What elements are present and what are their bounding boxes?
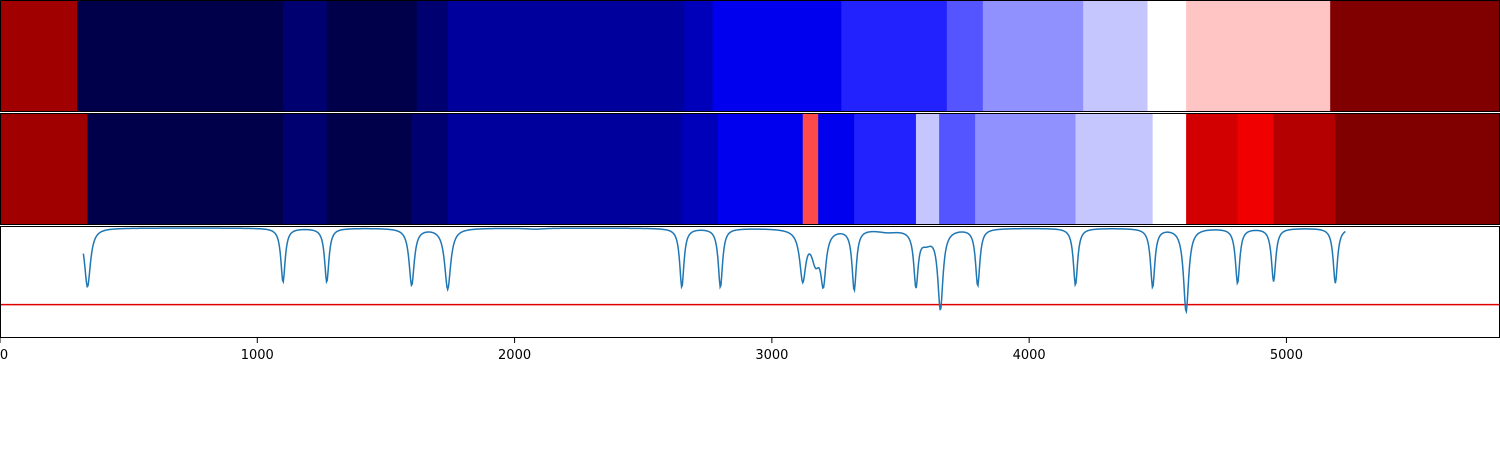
x-tick-4000: 4000 <box>1013 338 1046 363</box>
x-tick-label: 5000 <box>1270 348 1303 363</box>
heatmap-segment-11 <box>915 113 940 225</box>
heatmap-segment-2 <box>283 113 328 225</box>
heatmap-segment-3 <box>326 113 413 225</box>
heatmap-segment-6 <box>684 0 714 112</box>
heatmap-segment-0 <box>0 0 78 112</box>
heatmap-segment-14 <box>1330 0 1500 112</box>
heatmap-segment-7 <box>717 113 804 225</box>
heatmap-segment-0 <box>0 113 89 225</box>
heatmap-segment-5 <box>447 0 685 112</box>
top-heatmap-strip <box>0 0 1500 112</box>
heatmap-segment-4 <box>411 113 449 225</box>
x-tick-label: 1000 <box>241 348 274 363</box>
heatmap-segment-9 <box>946 0 984 112</box>
heatmap-segment-4 <box>416 0 449 112</box>
x-tick-3000: 3000 <box>755 338 788 363</box>
heatmap-segment-18 <box>1273 113 1336 225</box>
heatmap-segment-8 <box>802 113 819 225</box>
signal-line <box>82 227 1346 315</box>
heatmap-segment-8 <box>841 0 948 112</box>
heatmap-segment-12 <box>939 113 976 225</box>
heatmap-segment-10 <box>854 113 917 225</box>
x-tick-5000: 5000 <box>1270 338 1303 363</box>
heatmap-segment-1 <box>77 0 284 112</box>
middle-heatmap-strip <box>0 113 1500 225</box>
heatmap-segment-7 <box>712 0 842 112</box>
heatmap-segment-16 <box>1186 113 1239 225</box>
x-axis: 0 1000 2000 3000 4000 5000 <box>0 338 1303 363</box>
heatmap-segment-12 <box>1147 0 1187 112</box>
heatmap-segment-10 <box>982 0 1084 112</box>
heatmap-segment-5 <box>447 113 683 225</box>
x-tick-label: 3000 <box>755 348 788 363</box>
x-tick-1000: 1000 <box>241 338 274 363</box>
x-tick-label: 4000 <box>1013 348 1046 363</box>
heatmap-segment-3 <box>326 0 418 112</box>
heatmap-segment-13 <box>975 113 1077 225</box>
heatmap-segment-9 <box>818 113 855 225</box>
x-tick-2000: 2000 <box>498 338 531 363</box>
x-tick-label: 0 <box>0 348 8 363</box>
heatmap-segment-13 <box>1186 0 1331 112</box>
x-tick-label: 2000 <box>498 348 531 363</box>
heatmap-segment-11 <box>1083 0 1149 112</box>
x-tick-0: 0 <box>0 338 8 363</box>
heatmap-segment-2 <box>283 0 328 112</box>
heatmap-segment-14 <box>1075 113 1154 225</box>
heatmap-segment-17 <box>1237 113 1275 225</box>
heatmap-segment-19 <box>1335 113 1500 225</box>
signal-plot <box>0 227 1500 315</box>
heatmap-segment-1 <box>87 113 284 225</box>
heatmap-segment-6 <box>681 113 719 225</box>
heatmap-segment-15 <box>1152 113 1187 225</box>
